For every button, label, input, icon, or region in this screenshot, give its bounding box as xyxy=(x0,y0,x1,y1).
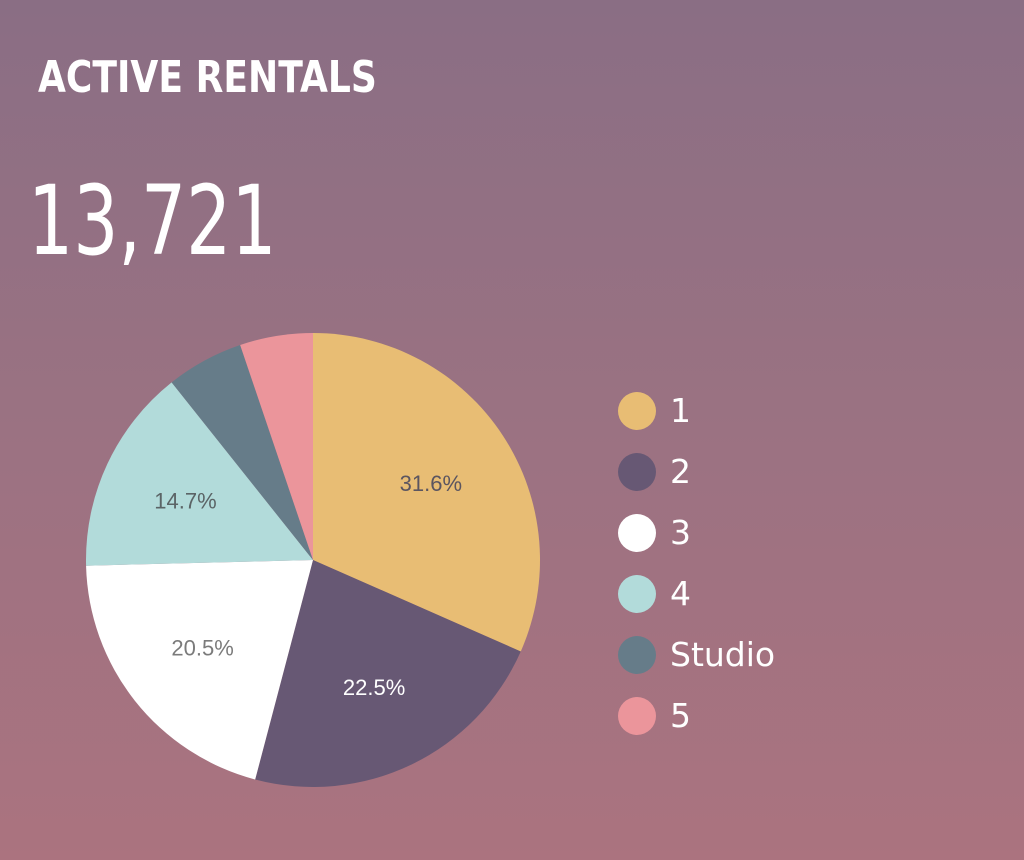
legend-label: Studio xyxy=(670,634,776,674)
legend-item: 3 xyxy=(618,502,775,563)
legend-label: 5 xyxy=(670,695,691,735)
legend-label: 4 xyxy=(670,573,691,613)
legend-label: 1 xyxy=(670,390,691,430)
active-rentals-count: 13,721 xyxy=(28,165,277,277)
chart-legend: 1 2 3 4 Studio 5 xyxy=(618,380,775,746)
chart-title: ACTIVE RENTALS xyxy=(38,52,377,103)
legend-item: 4 xyxy=(618,563,775,624)
pie-slice-4 xyxy=(86,382,313,566)
legend-item: 1 xyxy=(618,380,775,441)
legend-swatch xyxy=(618,696,656,735)
legend-swatch xyxy=(618,574,656,613)
legend-swatch xyxy=(618,391,656,430)
pie-data-label: 20.5% xyxy=(171,635,233,660)
legend-label: 3 xyxy=(670,512,691,552)
pie-slice-1 xyxy=(313,333,540,652)
legend-item: Studio xyxy=(618,624,775,685)
legend-swatch xyxy=(618,452,656,491)
legend-swatch xyxy=(618,513,656,552)
pie-slice-5 xyxy=(240,333,313,560)
pie-slice-studio xyxy=(171,345,313,560)
pie-data-label: 14.7% xyxy=(154,488,216,513)
pie-slice-2 xyxy=(255,560,521,787)
legend-label: 2 xyxy=(670,451,691,491)
legend-swatch xyxy=(618,635,656,674)
pie-data-label: 22.5% xyxy=(343,675,405,700)
legend-item: 5 xyxy=(618,685,775,746)
pie-data-label: 31.6% xyxy=(400,471,462,496)
pie-slice-3 xyxy=(86,560,313,780)
legend-item: 2 xyxy=(618,441,775,502)
